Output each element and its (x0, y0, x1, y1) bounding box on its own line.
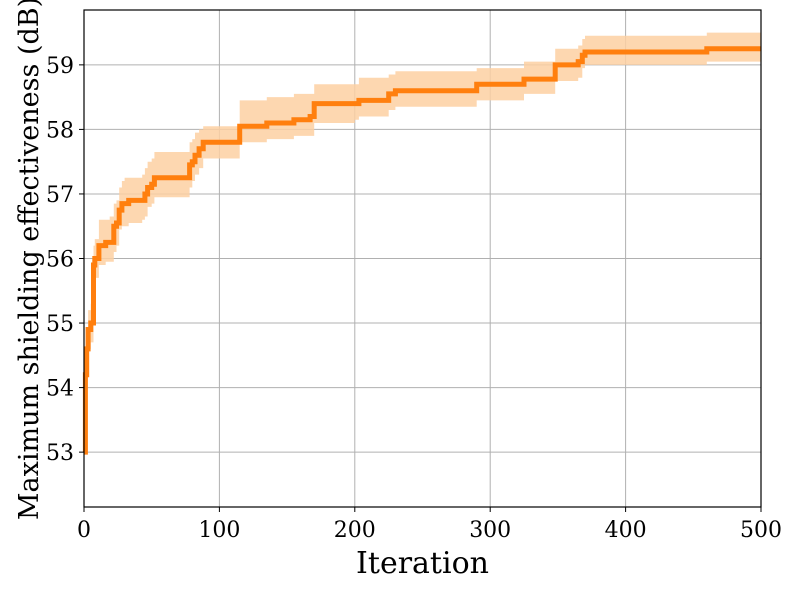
y-tick-label: 53 (46, 441, 74, 466)
y-tick-label: 56 (46, 248, 74, 273)
y-tick-label: 54 (46, 377, 74, 402)
confidence-band (84, 32, 761, 453)
x-tick-label: 200 (334, 518, 376, 543)
series-line (82, 46, 761, 455)
x-tick-label: 0 (77, 518, 91, 543)
x-tick-label: 100 (198, 518, 240, 543)
y-tick-label: 55 (46, 312, 74, 337)
x-tick-label: 300 (469, 518, 511, 543)
y-tick-label: 59 (46, 54, 74, 79)
shaded-band (84, 32, 761, 453)
x-tick-label: 500 (740, 518, 782, 543)
y-tick-label: 58 (46, 118, 74, 143)
mean-line (82, 46, 761, 455)
x-tick-label: 400 (605, 518, 647, 543)
y-tick-label: 57 (46, 183, 74, 208)
ticks: 0 100 200 300 400 500 53 54 55 56 57 58 59 (46, 54, 782, 543)
y-axis-title: Maximum shielding effectiveness (dB) (14, 0, 45, 520)
x-axis-title: Iteration (356, 546, 489, 581)
